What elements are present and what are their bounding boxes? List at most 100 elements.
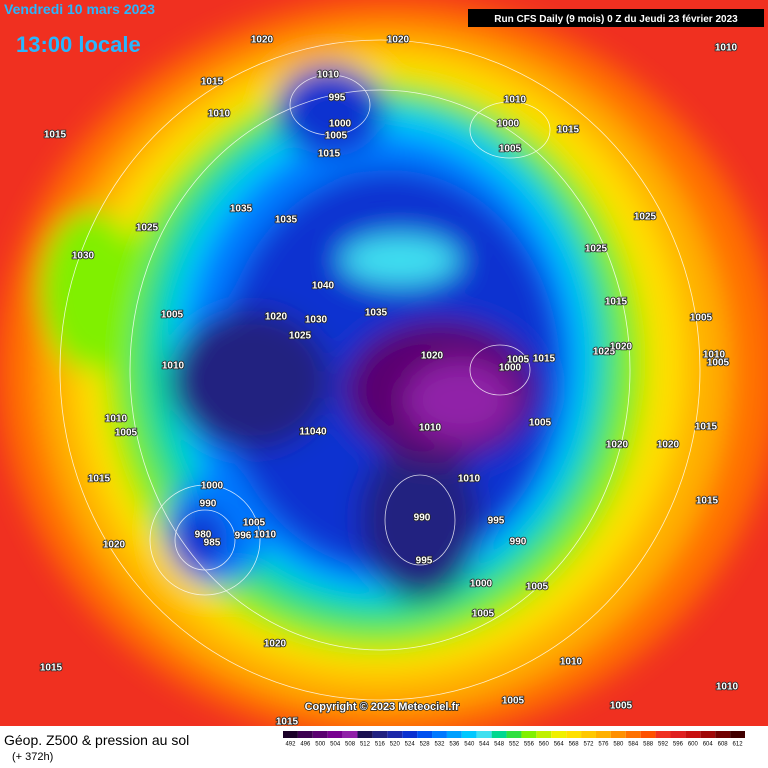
isobars <box>59 39 701 701</box>
isobar-label: 1005 <box>690 313 713 324</box>
isobar-label: 1005 <box>526 582 549 593</box>
isobar-label: 1010 <box>419 423 442 434</box>
isobar-label: 11040 <box>299 427 327 438</box>
isobar-label: 1020 <box>265 312 288 323</box>
isobar-label: 1010 <box>715 43 738 54</box>
legend-tick-label: 560 <box>539 742 550 748</box>
legend-swatch <box>491 731 507 738</box>
run-info: Run CFS Daily (9 mois) 0 Z du Jeudi 23 f… <box>494 14 738 25</box>
legend-swatch <box>536 731 552 738</box>
legend-tick-label: 504 <box>330 742 341 748</box>
isobar-label: 995 <box>488 516 505 527</box>
legend-tick-label: 512 <box>360 742 371 748</box>
legend-swatch <box>730 731 745 738</box>
isobar-label: 1035 <box>275 215 298 226</box>
legend-tick-label: 608 <box>718 742 729 748</box>
isobar-label: 1015 <box>695 422 718 433</box>
time: 13:00 locale <box>16 32 141 57</box>
legend-swatch <box>461 731 477 738</box>
isobar-label: 1015 <box>557 125 580 136</box>
isobar-label: 1025 <box>136 223 159 234</box>
isobar-label: 1015 <box>44 130 67 141</box>
legend-swatch <box>715 731 731 738</box>
legend-swatch <box>297 731 313 738</box>
legend-swatch <box>446 731 462 738</box>
legend-tick-label: 548 <box>494 742 505 748</box>
legend-swatch <box>521 731 537 738</box>
legend-swatch <box>342 731 358 738</box>
isobar-label: 1030 <box>305 315 328 326</box>
isobar-label: 990 <box>414 513 431 524</box>
legend-swatch <box>670 731 686 738</box>
legend-swatch <box>327 731 343 738</box>
isobar-label: 1030 <box>72 251 95 262</box>
legend-swatch <box>700 731 716 738</box>
isobar-label: 1000 <box>470 579 493 590</box>
legend-tick-label: 576 <box>598 742 609 748</box>
isobar-label: 1000 <box>201 481 224 492</box>
legend-tick-label: 592 <box>658 742 669 748</box>
isobar-label: 1005 <box>610 701 633 712</box>
legend-tick-label: 568 <box>569 742 580 748</box>
footer-title: Géop. Z500 & pression au sol <box>4 732 189 748</box>
isobar-label: 1005 <box>707 358 730 369</box>
date: Vendredi 10 mars 2023 <box>4 1 155 17</box>
legend-swatch <box>402 731 418 738</box>
isobar-label: 1015 <box>533 354 556 365</box>
legend-swatch <box>476 731 492 738</box>
legend-tick-label: 544 <box>479 742 490 748</box>
isobar-label: 1015 <box>276 717 299 728</box>
legend-tick-label: 600 <box>688 742 699 748</box>
isobar-label: 1005 <box>115 428 138 439</box>
footer-lead: (+ 372h) <box>12 751 53 763</box>
legend-swatch <box>655 731 671 738</box>
legend-swatch <box>417 731 433 738</box>
legend-tick-label: 524 <box>405 742 416 748</box>
legend-tick-label: 516 <box>375 742 386 748</box>
isobar-label: 1020 <box>606 440 629 451</box>
isobar-label: 1020 <box>657 440 680 451</box>
isobar-label: 1020 <box>387 35 410 46</box>
isobar-label: 1015 <box>318 149 341 160</box>
isobar-label: 1025 <box>585 244 608 255</box>
isobar-label: 1010 <box>458 474 481 485</box>
legend-tick-label: 572 <box>584 742 595 748</box>
legend-swatch <box>387 731 403 738</box>
legend-tick-label: 556 <box>524 742 535 748</box>
isobar-label: 1000 <box>497 119 520 130</box>
legend-swatch <box>312 731 328 738</box>
isobar-label: 1020 <box>264 639 287 650</box>
isobar-label: 1005 <box>325 131 348 142</box>
legend-swatch <box>372 731 388 738</box>
isobar-label: 1015 <box>605 297 628 308</box>
isobar-label: 1035 <box>365 308 388 319</box>
isobar-label: 1040 <box>312 281 335 292</box>
legend-tick-label: 588 <box>643 742 654 748</box>
isobar-label: 980 <box>195 530 212 541</box>
isobar-label: 1025 <box>634 212 657 223</box>
legend-tick-label: 536 <box>449 742 460 748</box>
isobar-label: 995 <box>329 93 346 104</box>
isobar-label: 990 <box>510 537 527 548</box>
legend: 492 496 500 504 508 512 516 520 524 528 532 536 540 5… <box>283 731 745 748</box>
legend-tick-label: 580 <box>613 742 624 748</box>
legend-swatch <box>610 731 626 738</box>
legend-swatch <box>640 731 656 738</box>
isobar-label: 1005 <box>499 144 522 155</box>
isobar-label: 1015 <box>696 496 719 507</box>
legend-tick-label: 540 <box>464 742 475 748</box>
isobar-label: 996 <box>235 531 252 542</box>
isobar-label: 1005 <box>243 518 266 529</box>
isobar-label: 1010 <box>703 350 726 361</box>
legend-swatch <box>625 731 641 738</box>
legend-tick-label: 528 <box>420 742 431 748</box>
legend-swatch <box>566 731 582 738</box>
isobar-label: 1020 <box>251 35 274 46</box>
isobar-label: 990 <box>200 499 217 510</box>
field <box>0 0 768 740</box>
legend-tick-label: 612 <box>733 742 744 748</box>
isobar-label: 1015 <box>201 77 224 88</box>
legend-swatch <box>283 731 298 738</box>
legend-swatch <box>595 731 611 738</box>
